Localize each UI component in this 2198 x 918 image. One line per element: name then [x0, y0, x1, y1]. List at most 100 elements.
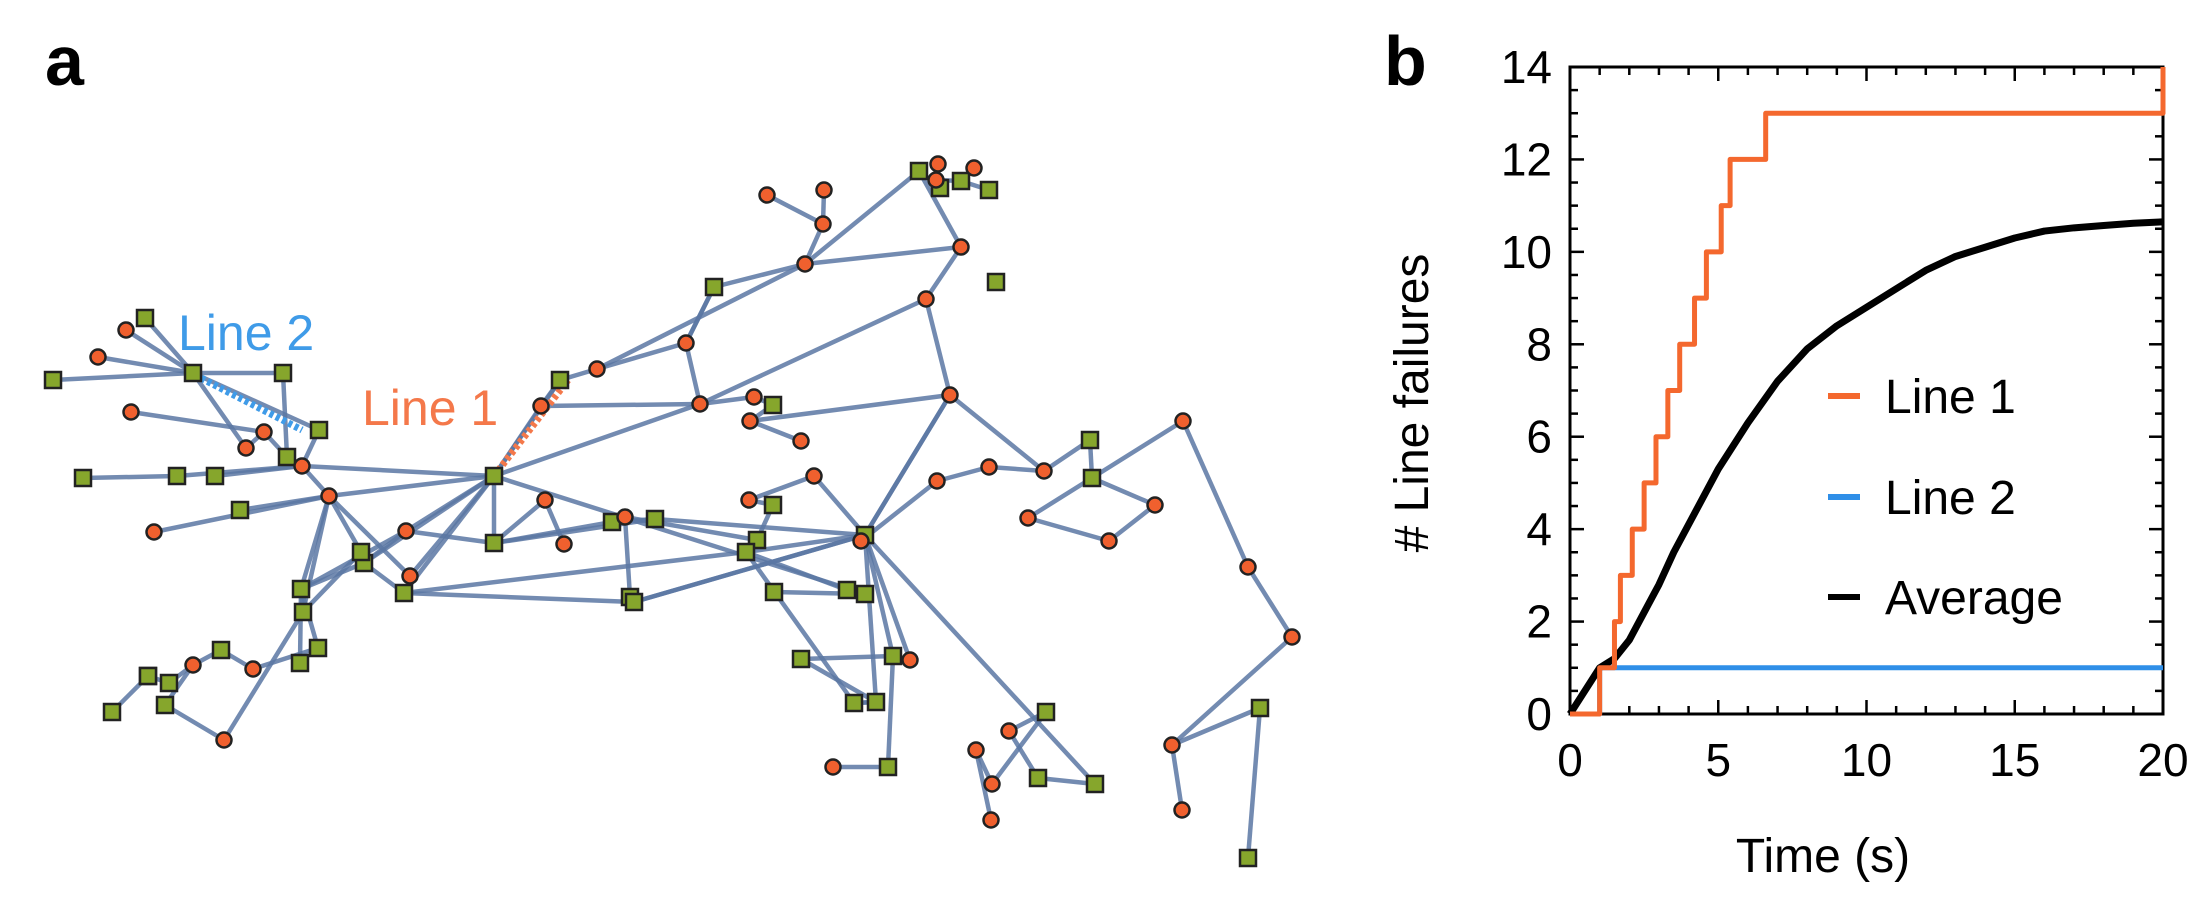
generator-node — [645, 509, 665, 529]
network-edge — [936, 464, 990, 484]
network-edge — [493, 519, 613, 546]
load-node — [1146, 496, 1164, 514]
load-node — [555, 535, 573, 553]
generator-node — [43, 370, 63, 390]
network-edge — [280, 372, 290, 458]
load-node — [965, 159, 983, 177]
load-node — [740, 491, 758, 509]
generator-node — [763, 495, 783, 515]
network-edge — [744, 550, 856, 705]
generator-node — [704, 277, 724, 297]
network-nodes — [43, 155, 1301, 868]
network-edge — [988, 464, 1045, 474]
x-tick-labels: 0 5 10 15 20 — [1557, 734, 2188, 786]
network-edge — [301, 550, 363, 614]
load-node — [293, 457, 311, 475]
generator-node — [763, 395, 783, 415]
network-edge — [923, 298, 953, 396]
generator-node — [183, 363, 203, 383]
load-node — [952, 238, 970, 256]
generator-node — [138, 666, 158, 686]
generator-node — [167, 466, 187, 486]
power-grid-network: Line 2 Line 1 — [43, 155, 1301, 868]
load-node — [1174, 412, 1192, 430]
generator-node — [159, 673, 179, 693]
generator-node — [1082, 468, 1102, 488]
generator-node — [293, 602, 313, 622]
network-edge — [862, 534, 879, 703]
generator-node — [484, 533, 504, 553]
load-node — [917, 290, 935, 308]
generator-node — [205, 466, 225, 486]
network-edge — [192, 370, 320, 433]
load-node — [796, 255, 814, 273]
generator-node — [855, 584, 875, 604]
generator-node — [736, 542, 756, 562]
load-node — [691, 395, 709, 413]
x-tick-label: 15 — [1989, 734, 2040, 786]
load-node — [1019, 509, 1037, 527]
network-edge — [622, 516, 633, 598]
generator-node — [1238, 848, 1258, 868]
load-node — [89, 348, 107, 366]
network-edge — [749, 392, 951, 424]
load-node — [237, 439, 255, 457]
network-edge — [124, 328, 195, 375]
generator-node — [951, 171, 971, 191]
generator-node — [1036, 702, 1056, 722]
y-tick-labels: 0 2 4 6 8 10 12 14 — [1501, 41, 1552, 740]
network-edge — [493, 401, 701, 479]
network-edge — [990, 710, 1048, 786]
network-edge — [917, 169, 963, 249]
load-node — [215, 731, 233, 749]
generator-node — [102, 702, 122, 722]
legend-entry: Average — [1885, 572, 2063, 625]
y-tick-label: 6 — [1526, 411, 1552, 463]
load-node — [536, 491, 554, 509]
y-tick-label: 0 — [1526, 688, 1552, 740]
load-node — [244, 660, 262, 678]
network-edge — [765, 193, 825, 226]
load-node — [758, 186, 776, 204]
y-tick-label: 8 — [1526, 318, 1552, 370]
network-edge — [301, 463, 495, 479]
load-node — [677, 334, 695, 352]
panel-b-label: b — [1384, 22, 1427, 100]
network-edge — [52, 370, 194, 383]
generator-node — [837, 580, 857, 600]
generator-node — [878, 757, 898, 777]
chart-legend: Line 1 Line 2 Average — [1828, 371, 2063, 625]
x-tick-label: 0 — [1557, 734, 1583, 786]
load-node — [1163, 736, 1181, 754]
network-edge — [948, 393, 1046, 473]
load-node — [616, 508, 634, 526]
network-edge — [713, 261, 806, 290]
line-1-segment — [491, 377, 571, 479]
generator-node — [986, 272, 1006, 292]
generator-node — [866, 692, 886, 712]
load-node — [815, 181, 833, 199]
load-node — [1173, 801, 1191, 819]
network-edge — [633, 532, 866, 605]
network-edge — [327, 494, 363, 554]
load-node — [824, 758, 842, 776]
generator-node — [550, 370, 570, 390]
network-edge — [800, 653, 894, 662]
load-node — [982, 811, 1000, 829]
network-edge — [405, 528, 495, 546]
network-edge — [130, 409, 265, 435]
network-edge — [804, 244, 962, 267]
load-node — [184, 656, 202, 674]
network-edge — [1107, 503, 1157, 543]
load-node — [980, 458, 998, 476]
generator-node — [273, 363, 293, 383]
load-node — [852, 532, 870, 550]
network-edge — [812, 474, 867, 537]
series-average — [1567, 218, 2164, 716]
network-edge — [540, 401, 701, 409]
network-edge — [1171, 705, 1261, 748]
network-edge — [745, 549, 848, 593]
generator-node — [624, 592, 644, 612]
legend-entry: Line 2 — [1885, 472, 2016, 525]
